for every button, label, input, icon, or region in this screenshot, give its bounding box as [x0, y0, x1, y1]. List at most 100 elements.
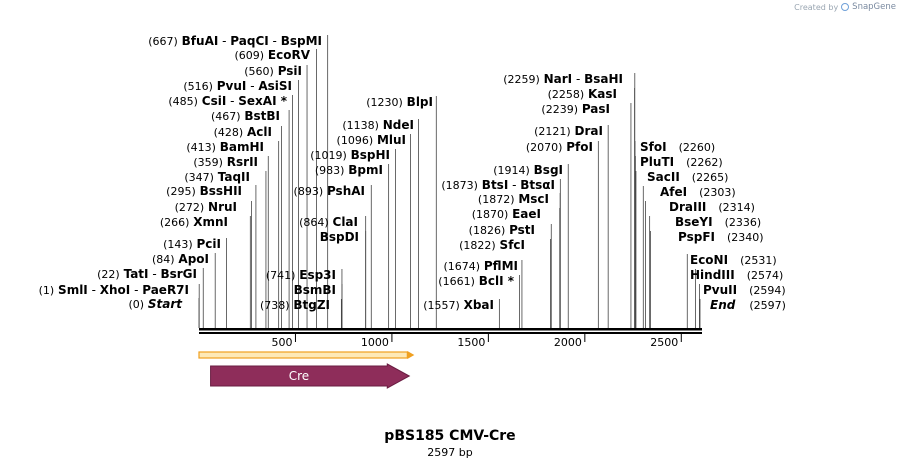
site-position: (2260) [679, 141, 716, 154]
site-position: (2258) [548, 88, 585, 101]
primer-arrow-head [407, 351, 415, 359]
backbone-top-strand [199, 328, 702, 331]
axis-tick-label: 2000 [554, 336, 582, 349]
site-position: (1096) [337, 134, 374, 147]
site-label-text: AfeI (2303) [660, 185, 736, 199]
enzyme-name: BtsI [482, 178, 509, 192]
site-position: (22) [97, 268, 120, 281]
site-label: SacII (2265) [647, 170, 728, 184]
site-label-text: (1872) MscI [478, 192, 549, 206]
site-label: (609) EcoRV [234, 48, 310, 62]
site-label-text: BseYI (2336) [675, 215, 761, 229]
enzyme-name: PfoI [566, 140, 593, 154]
enzyme-name: BsrGI [160, 267, 197, 281]
enzyme-name: EcoRV [268, 48, 311, 62]
site-position: (1019) [310, 149, 347, 162]
feature-label: Cre [289, 369, 309, 383]
site-label-text: (1674) PflMI [443, 259, 518, 273]
site-position: (1) [39, 284, 55, 297]
site-position: (295) [166, 185, 196, 198]
site-name: End [710, 298, 736, 312]
site-label-text: (741) Esp3I [266, 268, 336, 282]
site-leader-lines [198, 35, 701, 328]
enzyme-name: BclI * [479, 274, 515, 288]
axis-tick-label: 1500 [457, 336, 485, 349]
site-position: (2265) [692, 171, 729, 184]
enzyme-name: BpmI [348, 163, 383, 177]
site-position: (84) [152, 253, 175, 266]
enzyme-name: AclI [247, 125, 272, 139]
site-label: BspDI [320, 230, 359, 244]
site-position: (347) [184, 171, 214, 184]
enzyme-name: CsiI [202, 94, 227, 108]
enzyme-name: SmlI [58, 283, 88, 297]
enzyme-separator: - [508, 178, 520, 192]
enzyme-separator: - [149, 267, 161, 281]
site-position: (560) [244, 65, 274, 78]
site-label: (1873) BtsI - BtsαI [441, 178, 555, 192]
enzyme-name: PstI [509, 223, 535, 237]
site-label-text: DraIII (2314) [669, 200, 755, 214]
site-position: (741) [266, 269, 296, 282]
site-label-text: PvuII (2594) [703, 283, 786, 297]
site-position: (1870) [472, 208, 509, 221]
site-position: (1873) [441, 179, 478, 192]
site-position: (1674) [443, 260, 480, 273]
site-position: (2314) [718, 201, 755, 214]
site-position: (738) [260, 299, 290, 312]
enzyme-name: RsrII [227, 155, 258, 169]
site-label: (983) BpmI [315, 163, 383, 177]
site-label-text: (1661) BclI * [438, 274, 514, 288]
site-label-text: (84) ApoI [152, 252, 209, 266]
site-label-text: (1873) BtsI - BtsαI [441, 178, 555, 192]
site-label-text: (413) BamHI [186, 140, 264, 154]
site-label: (560) PsiI [244, 64, 302, 78]
site-position: (428) [214, 126, 244, 139]
site-position: (2340) [727, 231, 764, 244]
enzyme-name: XbaI [464, 298, 494, 312]
enzyme-name: SfcI [500, 238, 525, 252]
enzyme-name: NruI [208, 200, 237, 214]
site-position: (516) [183, 80, 213, 93]
site-label: BsmBI [294, 283, 336, 297]
site-label-text: PspFI (2340) [678, 230, 764, 244]
site-label-text: (272) NruI [175, 200, 237, 214]
axis-tick-label: 500 [271, 336, 292, 349]
site-position: (2262) [686, 156, 723, 169]
site-label-text: (0) Start [128, 297, 183, 311]
site-label-text: (1914) BsgI [493, 163, 563, 177]
site-label-text: EcoNI (2531) [690, 253, 777, 267]
site-label: (413) BamHI [186, 140, 264, 154]
site-label-text: (738) BtgZI [260, 298, 330, 312]
site-label: BseYI (2336) [675, 215, 761, 229]
site-label: (667) BfuAI - PaqCI - BspMI [148, 34, 322, 48]
site-label: (1) SmlI - XhoI - PaeR7I [39, 283, 189, 297]
enzyme-name: EaeI [512, 207, 541, 221]
site-label-text: (1) SmlI - XhoI - PaeR7I [39, 283, 189, 297]
enzyme-name: SfoI [640, 140, 667, 154]
site-position: (266) [160, 216, 190, 229]
enzyme-name: PvuII [703, 283, 737, 297]
site-label: (84) ApoI [152, 252, 209, 266]
enzyme-separator: - [88, 283, 100, 297]
enzyme-name: SacII [647, 170, 680, 184]
enzyme-name: Esp3I [299, 268, 336, 282]
site-label-text: BsmBI [294, 283, 336, 297]
feature-arrow-cre [210, 363, 411, 389]
site-position: (2531) [740, 254, 777, 267]
site-position: (272) [175, 201, 205, 214]
site-position: (1230) [366, 96, 403, 109]
axis-tick-label: 1000 [361, 336, 389, 349]
site-label: (1674) PflMI [443, 259, 518, 273]
site-label: (467) BstBI [211, 109, 280, 123]
enzyme-name: BspDI [320, 230, 359, 244]
site-position: (2594) [749, 284, 786, 297]
site-label-text: SacII (2265) [647, 170, 728, 184]
site-position: (2259) [503, 73, 540, 86]
enzyme-name: BfuAI [182, 34, 219, 48]
enzyme-name: BamHI [220, 140, 264, 154]
site-position: (1872) [478, 193, 515, 206]
site-label: (893) PshAI [294, 184, 365, 198]
enzyme-name: PaeR7I [142, 283, 189, 297]
